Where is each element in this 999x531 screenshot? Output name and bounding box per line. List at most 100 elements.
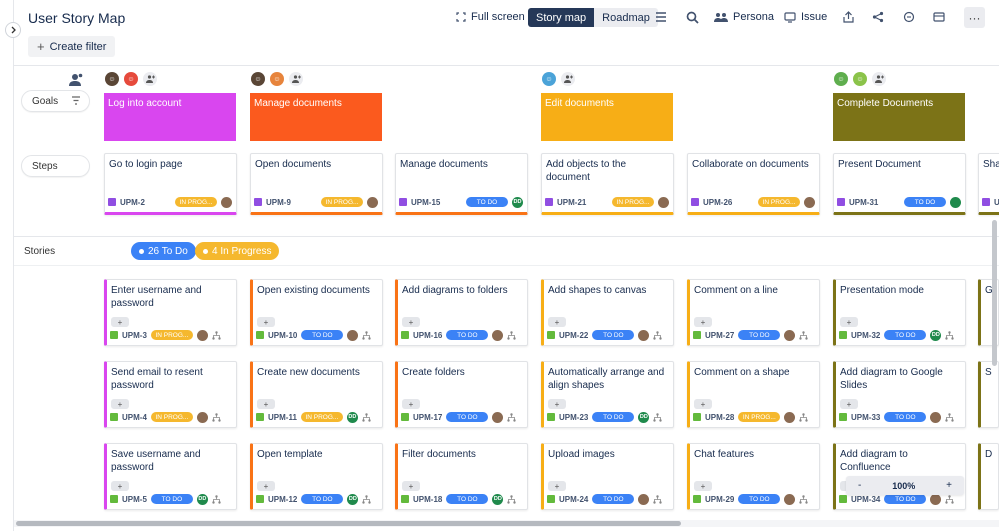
assignee-avatar[interactable] [367, 196, 378, 208]
assignee-avatar[interactable]: DD [196, 493, 208, 505]
status-badge[interactable]: TO DO [592, 494, 635, 504]
status-badge[interactable]: IN PROG... [321, 197, 363, 207]
story-card[interactable]: Chat features + UPM-29 TO DO [687, 443, 820, 510]
story-card[interactable]: Create folders + UPM-17 TO DO [395, 361, 528, 428]
issue-key[interactable]: UPM-2 [120, 197, 145, 207]
add-subtask-button[interactable]: + [840, 399, 858, 409]
story-card[interactable]: Send email to resent password + UPM-4 IN… [104, 361, 237, 428]
issue-key[interactable]: UPM-16 [413, 330, 443, 340]
step-card[interactable]: Collaborate on documents UPM-26 IN PROG.… [687, 153, 820, 215]
horizontal-scrollbar-thumb[interactable] [16, 521, 681, 526]
assignee-avatar[interactable] [784, 411, 796, 423]
add-subtask-button[interactable]: + [402, 399, 420, 409]
add-subtask-button[interactable]: + [548, 399, 566, 409]
issue-key[interactable]: UPM-17 [413, 412, 443, 422]
story-card[interactable]: Add shapes to canvas + UPM-22 TO DO [541, 279, 674, 346]
status-badge[interactable]: TO DO [592, 412, 635, 422]
add-subtask-button[interactable]: + [257, 481, 275, 491]
story-card[interactable]: D [978, 443, 999, 510]
issue-key[interactable]: UPM-26 [703, 197, 733, 207]
hierarchy-icon[interactable] [507, 494, 517, 504]
hierarchy-icon[interactable] [362, 494, 372, 504]
add-subtask-button[interactable]: + [694, 481, 712, 491]
issue-key[interactable]: UPM-22 [559, 330, 589, 340]
todo-count-badge[interactable]: 26 To Do [131, 242, 196, 260]
zoom-out-button[interactable]: - [858, 480, 862, 491]
status-badge[interactable]: TO DO [592, 330, 635, 340]
add-subtask-button[interactable]: + [402, 481, 420, 491]
add-subtask-button[interactable]: + [694, 399, 712, 409]
status-badge[interactable]: IN PROG... [612, 197, 654, 207]
story-card[interactable]: Filter documents + UPM-18 TO DO DD [395, 443, 528, 510]
status-badge[interactable]: TO DO [904, 197, 946, 207]
hierarchy-icon[interactable] [507, 412, 517, 422]
avatar[interactable]: ☺ [105, 72, 119, 86]
avatar[interactable]: ☺ [853, 72, 867, 86]
add-subtask-button[interactable]: + [111, 481, 129, 491]
search-button[interactable] [683, 8, 701, 26]
issue-key[interactable]: UPM-24 [559, 494, 589, 504]
assignee-avatar[interactable]: DD [512, 196, 523, 208]
status-badge[interactable]: IN PROG... [150, 330, 193, 340]
status-badge[interactable]: IN PROG... [758, 197, 800, 207]
issue-key[interactable]: UPM-15 [411, 197, 441, 207]
issue-key[interactable]: UPM-11 [268, 412, 297, 422]
step-card[interactable]: Present Document UPM-31 TO DO [833, 153, 966, 215]
hierarchy-icon[interactable] [799, 330, 809, 340]
story-card[interactable]: Automatically arrange and align shapes +… [541, 361, 674, 428]
story-card[interactable]: Upload images + UPM-24 TO DO [541, 443, 674, 510]
issue-key[interactable]: UPM-23 [559, 412, 589, 422]
issue-key[interactable]: UPM-32 [851, 330, 881, 340]
issue-key[interactable]: UPM-28 [705, 412, 735, 422]
status-badge[interactable]: TO DO [884, 412, 927, 422]
hierarchy-icon[interactable] [653, 412, 663, 422]
assignee-avatar[interactable] [784, 493, 796, 505]
add-person-button[interactable] [143, 72, 157, 86]
assignee-avatar[interactable] [638, 329, 650, 341]
hierarchy-icon[interactable] [507, 330, 517, 340]
status-badge[interactable]: TO DO [301, 494, 344, 504]
persona-settings-icon[interactable] [69, 73, 83, 89]
step-card[interactable]: Open documents UPM-9 IN PROG... [250, 153, 383, 215]
in-progress-count-badge[interactable]: 4 In Progress [195, 242, 280, 260]
status-badge[interactable]: TO DO [446, 330, 489, 340]
add-subtask-button[interactable]: + [840, 317, 858, 327]
list-view-button[interactable] [652, 8, 670, 26]
issue-key[interactable]: UPM-9 [266, 197, 291, 207]
full-screen-button[interactable]: Full screen [456, 8, 525, 26]
hierarchy-icon[interactable] [799, 494, 809, 504]
zoom-in-button[interactable]: + [946, 480, 952, 491]
story-card[interactable]: S [978, 361, 999, 428]
vertical-scrollbar-thumb[interactable] [992, 220, 997, 366]
story-card[interactable]: Create new documents + UPM-11 IN PROG...… [250, 361, 383, 428]
step-card[interactable]: Manage documents UPM-15 TO DO DD [395, 153, 528, 215]
filter-icon[interactable] [71, 96, 81, 105]
status-badge[interactable]: TO DO [738, 494, 781, 504]
step-card[interactable]: Shar UPM [978, 153, 999, 215]
assignee-avatar[interactable]: DD [638, 411, 650, 423]
add-person-button[interactable] [289, 72, 303, 86]
issue-key[interactable]: UPM-31 [849, 197, 879, 207]
assignee-avatar[interactable] [492, 411, 504, 423]
issue-key[interactable]: UPM-27 [705, 330, 735, 340]
comments-button[interactable] [900, 8, 918, 26]
add-subtask-button[interactable]: + [257, 399, 275, 409]
expand-sidebar-button[interactable] [5, 22, 21, 38]
issue-key[interactable]: UPM-29 [705, 494, 735, 504]
add-subtask-button[interactable]: + [548, 317, 566, 327]
assignee-avatar[interactable] [492, 329, 504, 341]
tab-story-map[interactable]: Story map [528, 8, 595, 27]
assignee-avatar[interactable] [784, 329, 796, 341]
status-badge[interactable]: TO DO [446, 494, 489, 504]
issue-key[interactable]: UPM-12 [268, 494, 298, 504]
issue-key[interactable]: UPM-18 [413, 494, 443, 504]
issue-key[interactable]: UPM-3 [122, 330, 147, 340]
story-card[interactable]: Open existing documents + UPM-10 TO DO [250, 279, 383, 346]
status-badge[interactable]: TO DO [884, 330, 927, 340]
add-subtask-button[interactable]: + [111, 399, 129, 409]
goals-row-label[interactable]: Goals [21, 90, 90, 112]
assignee-avatar[interactable] [804, 196, 815, 208]
goal-card[interactable]: Edit documents [541, 93, 673, 141]
assignee-avatar[interactable]: DD [346, 411, 358, 423]
add-person-button[interactable] [561, 72, 575, 86]
